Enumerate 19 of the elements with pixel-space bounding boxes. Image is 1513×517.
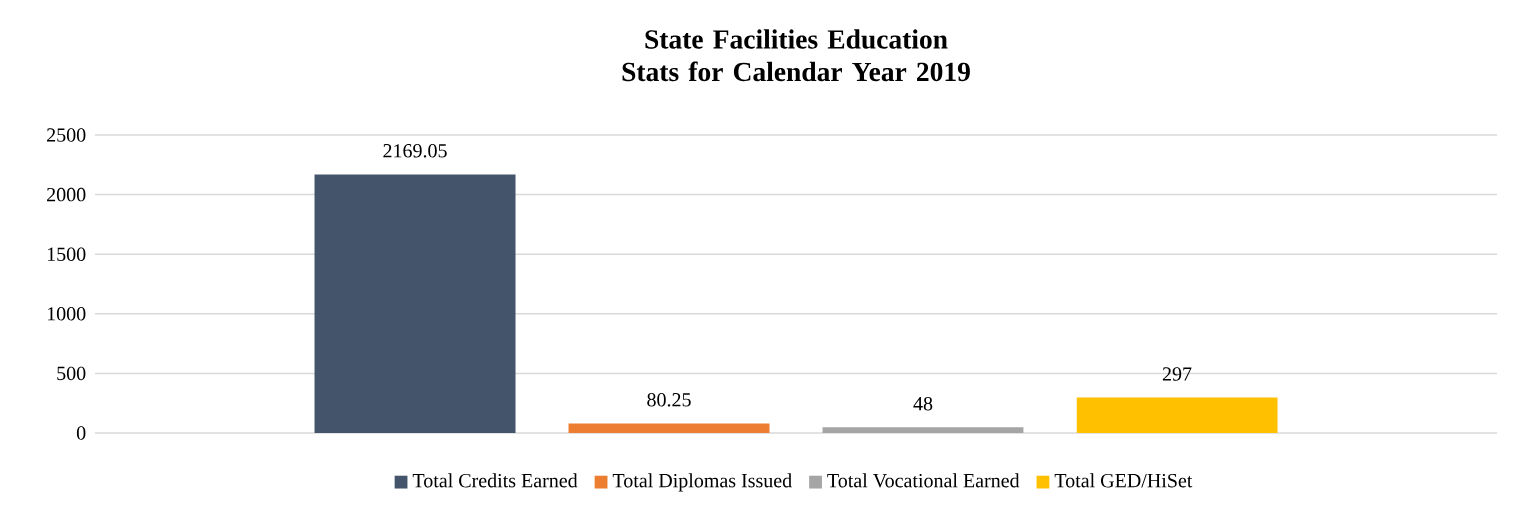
bar	[822, 427, 1024, 433]
data-label: 48	[913, 396, 933, 411]
data-label: 297	[1162, 367, 1192, 381]
data-label: 80.25	[647, 393, 691, 407]
y-tick-label: 1000	[47, 307, 86, 321]
y-tick-label: 2000	[47, 187, 86, 202]
data-label: 2169.05	[383, 144, 447, 158]
bar	[314, 174, 516, 433]
y-tick-label: 0	[76, 426, 86, 440]
chart-title: State Facilities Education Stats for Calendar Year 2019	[622, 29, 970, 82]
legend-label: Total Credits Earned	[412, 473, 578, 488]
legend-label: Total Diplomas Issued	[612, 473, 792, 492]
legend-label: Total Vocational Earned	[827, 473, 1020, 488]
legend-label: Total GED/HiSet	[1054, 473, 1193, 488]
y-tick-label: 2500	[47, 128, 86, 142]
bar	[568, 423, 770, 433]
y-tick-label: 500	[57, 366, 86, 381]
bar	[1076, 397, 1278, 433]
y-tick-label: 1500	[47, 247, 86, 261]
